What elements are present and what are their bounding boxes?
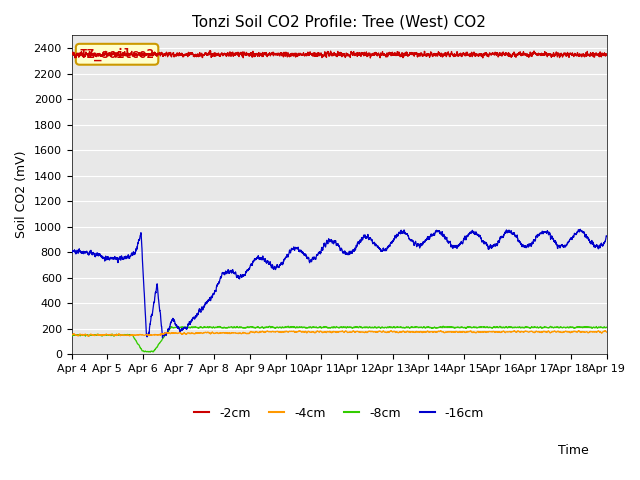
Legend: -2cm, -4cm, -8cm, -16cm: -2cm, -4cm, -8cm, -16cm [189, 402, 489, 425]
Text: Time: Time [558, 444, 589, 456]
Y-axis label: Soil CO2 (mV): Soil CO2 (mV) [15, 151, 28, 239]
Title: Tonzi Soil CO2 Profile: Tree (West) CO2: Tonzi Soil CO2 Profile: Tree (West) CO2 [192, 15, 486, 30]
Text: TZ_soilco2: TZ_soilco2 [79, 48, 154, 61]
